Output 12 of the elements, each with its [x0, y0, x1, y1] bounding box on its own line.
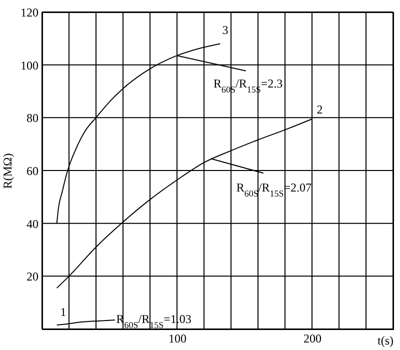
y-tick-label: 100 [20, 58, 38, 72]
y-axis-title: R(MΩ) [0, 153, 14, 189]
y-tick-label: 80 [26, 111, 38, 126]
y-tick-label: 20 [26, 270, 38, 284]
y-tick-label: 60 [26, 164, 38, 178]
y-tick-label: 120 [20, 6, 38, 20]
series-label: 1 [60, 304, 66, 319]
series-label: 3 [222, 23, 228, 38]
x-tick-label: 200 [304, 332, 322, 346]
series-label: 2 [316, 102, 323, 116]
y-tick-label: 40 [26, 216, 38, 231]
x-axis-title: t(s) [378, 334, 394, 348]
